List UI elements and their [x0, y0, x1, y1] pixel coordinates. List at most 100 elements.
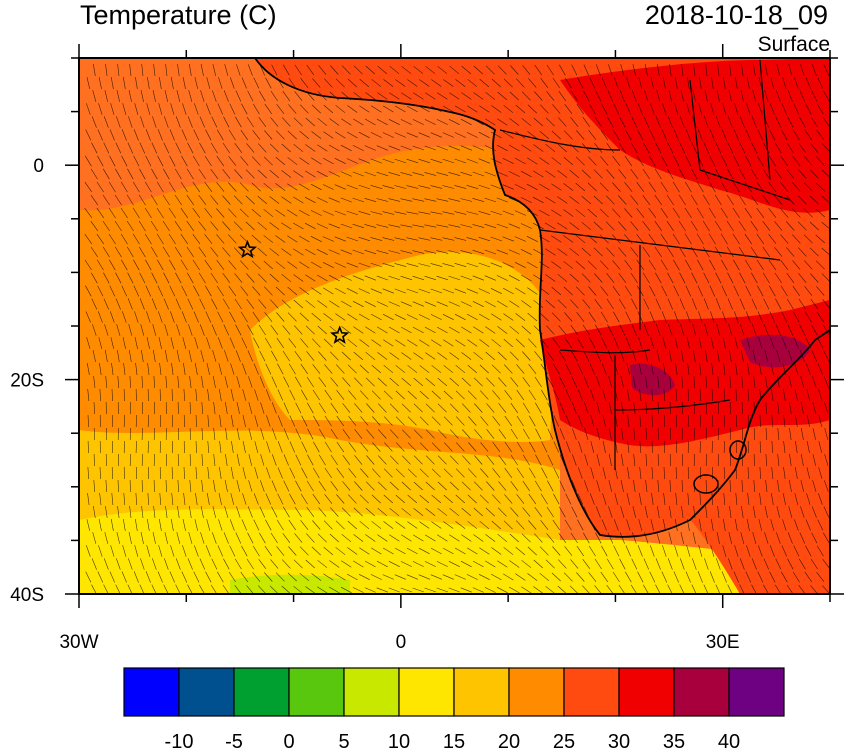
- wind-barb: [645, 427, 647, 441]
- wind-barb: [805, 77, 811, 89]
- wind-barb: [822, 559, 830, 569]
- wind-barb: [472, 171, 485, 177]
- wind-barb: [242, 389, 247, 401]
- wind-barb: [806, 493, 811, 505]
- wind-barb: [90, 168, 98, 180]
- wind-barb: [192, 155, 200, 167]
- wind-barb: [639, 414, 642, 428]
- wind-barb: [360, 416, 369, 426]
- wind-barb: [680, 324, 685, 336]
- y-tick-label: 0: [33, 156, 44, 177]
- wind-barb: [557, 196, 568, 204]
- wind-barb: [233, 195, 243, 205]
- wind-barb: [636, 155, 644, 167]
- wind-barb: [533, 144, 544, 152]
- wind-barb: [418, 237, 431, 241]
- wind-barb: [690, 220, 698, 232]
- wind-barb: [823, 64, 829, 76]
- wind-barb: [509, 300, 520, 308]
- wind-barb: [210, 169, 219, 179]
- wind-barb: [322, 236, 334, 242]
- wind-barb: [388, 275, 401, 281]
- wind-barb: [473, 481, 483, 491]
- wind-barb: [103, 298, 109, 310]
- wind-barb: [170, 337, 174, 349]
- wind-barb: [590, 415, 595, 427]
- wind-barb: [347, 105, 358, 113]
- wind-barb: [419, 468, 429, 478]
- wind-barb: [729, 375, 732, 389]
- wind-barb: [515, 131, 526, 139]
- wind-barb: [163, 142, 170, 154]
- wind-barb: [99, 388, 101, 402]
- wind-barb: [722, 103, 727, 115]
- wind-barb: [541, 467, 548, 479]
- wind-barb: [599, 260, 609, 270]
- wind-barb: [371, 521, 382, 529]
- wind-barb: [105, 64, 108, 76]
- wind-barb: [764, 90, 769, 102]
- wind-barb: [359, 78, 370, 88]
- wind-barb: [775, 298, 782, 310]
- wind-barb: [699, 519, 702, 531]
- wind-barb: [253, 493, 259, 505]
- wind-barb: [437, 455, 447, 465]
- wind-barb: [254, 467, 259, 479]
- wind-barb: [293, 299, 303, 309]
- wind-barb: [334, 262, 346, 268]
- wind-barb: [110, 311, 115, 323]
- wind-barb: [681, 375, 684, 389]
- wind-barb: [583, 532, 590, 544]
- wind-barb: [455, 79, 466, 87]
- wind-barb: [116, 90, 120, 102]
- wind-barb: [526, 261, 538, 269]
- wind-barb: [110, 545, 115, 557]
- wind-barb: [437, 352, 448, 360]
- wind-barb: [281, 299, 291, 309]
- wind-barb: [370, 288, 382, 294]
- wind-barb: [252, 103, 260, 115]
- wind-barb: [165, 63, 168, 77]
- colorbar-label: 30: [608, 731, 630, 750]
- wind-barb: [613, 519, 619, 531]
- wind-barb: [358, 158, 371, 164]
- wind-barb: [746, 103, 751, 115]
- wind-barb: [354, 429, 363, 439]
- wind-barb: [140, 90, 144, 102]
- wind-barb: [455, 364, 466, 374]
- wind-barb: [233, 247, 243, 257]
- wind-barb: [301, 389, 308, 401]
- wind-barb: [346, 573, 358, 581]
- wind-barb: [734, 545, 739, 557]
- wind-barb: [437, 481, 447, 491]
- wind-barb: [295, 428, 302, 440]
- wind-barb: [806, 389, 811, 401]
- wind-barb: [288, 546, 297, 556]
- wind-barb: [407, 521, 418, 529]
- wind-barb: [242, 493, 247, 505]
- wind-barb: [645, 376, 648, 388]
- wind-barb: [625, 545, 631, 557]
- wind-barb: [353, 560, 364, 568]
- wind-barb: [126, 220, 134, 232]
- wind-barb: [205, 545, 211, 557]
- wind-barb: [454, 574, 466, 580]
- wind-barb: [625, 571, 632, 583]
- wind-barb: [787, 116, 794, 128]
- wind-barb: [770, 337, 775, 349]
- wind-barb: [822, 143, 830, 153]
- wind-barb: [265, 519, 272, 531]
- wind-barb: [547, 480, 554, 492]
- station-markers: [237, 239, 350, 344]
- wind-barb: [565, 441, 571, 453]
- wind-barb: [608, 376, 613, 388]
- wind-barb: [364, 249, 377, 255]
- wind-barb: [99, 492, 102, 506]
- wind-barb: [401, 403, 411, 413]
- wind-barb: [282, 117, 291, 127]
- wind-barb: [123, 77, 126, 89]
- wind-barb: [473, 326, 484, 334]
- wind-barb: [546, 91, 555, 101]
- wind-barb: [722, 545, 727, 557]
- wind-barb: [370, 158, 383, 164]
